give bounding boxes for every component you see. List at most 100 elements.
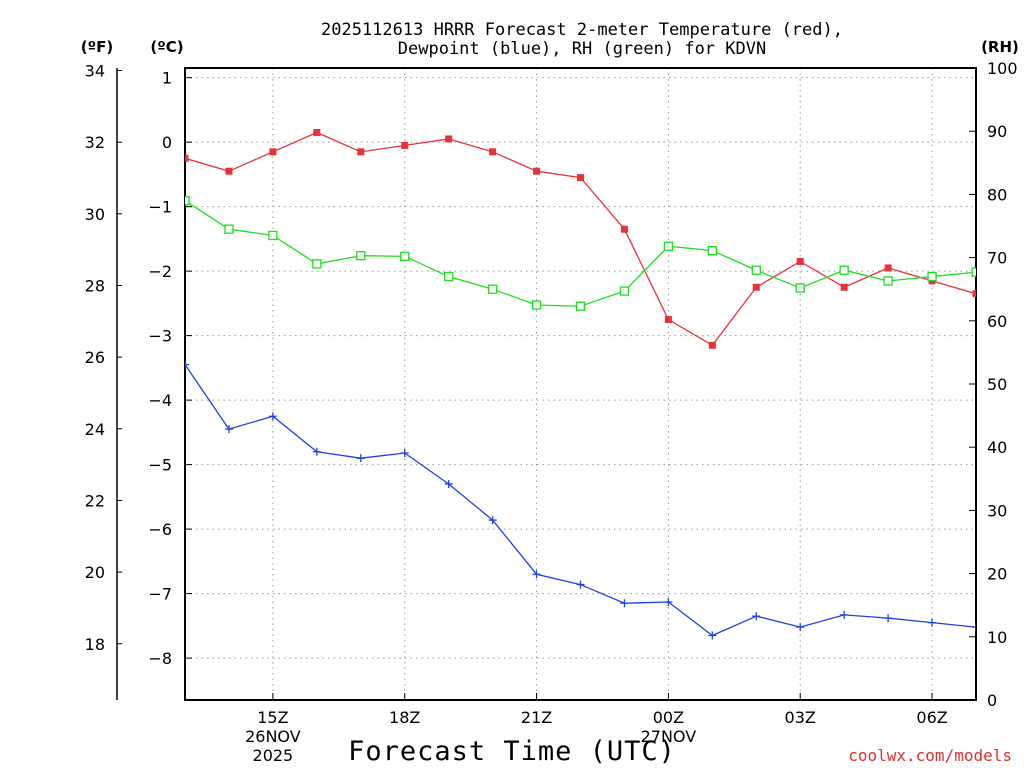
marker-rh (224, 224, 234, 234)
marker-dewpoint (884, 614, 893, 623)
marker-dewpoint (356, 454, 365, 463)
x-tick-year-label: 2025 (253, 746, 294, 765)
celsius-tick-label: −6 (148, 520, 172, 539)
marker-rh (575, 301, 586, 311)
marker-dewpoint (708, 631, 717, 640)
marker-rh (927, 271, 937, 282)
unit-label-celsius: (ºC) (150, 38, 183, 56)
marker-dewpoint (928, 618, 937, 627)
series-line-temperature (185, 131, 976, 347)
marker-temperature (185, 154, 189, 162)
marker-dewpoint (488, 516, 497, 525)
x-axis-title: Forecast Time (UTC) (348, 736, 676, 767)
chart-title-line1: 2025112613 HRRR Forecast 2-meter Tempera… (321, 20, 843, 40)
celsius-tick-label: −4 (148, 391, 172, 410)
celsius-tick-label: −5 (148, 456, 172, 475)
marker-dewpoint (532, 570, 541, 579)
marker-rh (531, 300, 542, 310)
marker-temperature (313, 128, 321, 136)
celsius-tick-label: −3 (148, 327, 172, 346)
marker-temperature (225, 167, 233, 175)
rh-tick-label: 10 (987, 628, 1007, 647)
marker-dewpoint (224, 425, 233, 434)
celsius-tick-label: −1 (148, 198, 172, 217)
tick-labels: 10−1−2−3−4−5−6−7−83432302826242220181009… (85, 59, 1018, 765)
marker-rh (707, 245, 717, 256)
marker-temperature (401, 141, 409, 149)
marker-dewpoint (620, 599, 629, 608)
marker-rh (487, 284, 498, 294)
fahrenheit-tick-label: 30 (85, 205, 105, 224)
x-tick-label: 21Z (521, 708, 552, 727)
celsius-tick-label: −7 (148, 585, 172, 604)
series-temperature (185, 128, 976, 349)
marker-rh (751, 265, 761, 275)
marker-temperature (620, 225, 628, 233)
rh-tick-label: 60 (987, 312, 1007, 331)
celsius-tick-label: 1 (162, 69, 172, 88)
x-tick-label: 00Z (653, 708, 684, 727)
marker-temperature (445, 135, 453, 143)
unit-label-rh: (RH) (981, 38, 1019, 56)
marker-rh (312, 259, 322, 269)
x-tick-label: 03Z (785, 708, 816, 727)
marker-temperature (357, 148, 365, 156)
fahrenheit-tick-label: 22 (85, 491, 105, 510)
marker-dewpoint (268, 412, 277, 421)
marker-dewpoint (664, 597, 673, 606)
fahrenheit-tick-label: 20 (85, 563, 105, 582)
data-series (185, 128, 976, 640)
marker-dewpoint (312, 447, 321, 456)
marker-dewpoint (796, 623, 805, 632)
marker-dewpoint (185, 360, 189, 369)
marker-temperature (752, 283, 760, 291)
celsius-tick-label: −8 (148, 649, 172, 668)
marker-rh (883, 276, 893, 286)
marker-rh (400, 251, 410, 261)
rh-tick-label: 50 (987, 375, 1007, 394)
gridlines (185, 68, 976, 700)
fahrenheit-tick-label: 32 (85, 133, 105, 152)
series-line-dewpoint (185, 364, 976, 637)
marker-temperature (664, 316, 672, 324)
marker-rh (839, 265, 849, 275)
marker-rh (971, 267, 976, 277)
marker-rh (795, 283, 805, 293)
x-tick-label: 06Z (916, 708, 947, 727)
credit-label: coolwx.com/models (848, 746, 1012, 765)
x-tick-label: 18Z (389, 708, 420, 727)
marker-dewpoint (752, 612, 761, 621)
marker-temperature (708, 341, 716, 349)
marker-temperature (884, 264, 892, 272)
marker-rh (185, 196, 190, 206)
axes (116, 67, 977, 701)
unit-label-fahrenheit: (ºF) (81, 38, 113, 56)
fahrenheit-tick-label: 18 (85, 635, 105, 654)
celsius-tick-label: 0 (162, 133, 172, 152)
marker-dewpoint (400, 449, 409, 458)
rh-tick-label: 20 (987, 565, 1007, 584)
marker-dewpoint (576, 580, 585, 589)
marker-rh (619, 286, 630, 296)
marker-temperature (577, 174, 584, 182)
marker-temperature (972, 290, 976, 298)
plot-frame (184, 67, 977, 701)
series-rh (185, 196, 976, 311)
rh-tick-label: 80 (987, 185, 1007, 204)
series-dewpoint (185, 360, 976, 640)
rh-tick-label: 0 (987, 691, 997, 710)
rh-tick-label: 70 (987, 249, 1007, 268)
chart-title-line2: Dewpoint (blue), RH (green) for KDVN (398, 39, 766, 59)
fahrenheit-tick-label: 28 (85, 276, 105, 295)
marker-temperature (796, 257, 804, 265)
celsius-tick-label: −2 (148, 262, 172, 281)
rh-tick-label: 30 (987, 501, 1007, 520)
marker-rh (663, 241, 674, 251)
rh-tick-label: 40 (987, 438, 1007, 457)
marker-rh (444, 271, 454, 282)
marker-dewpoint (444, 479, 453, 488)
fahrenheit-tick-label: 24 (85, 420, 105, 439)
marker-temperature (269, 148, 277, 156)
marker-dewpoint (840, 610, 849, 619)
